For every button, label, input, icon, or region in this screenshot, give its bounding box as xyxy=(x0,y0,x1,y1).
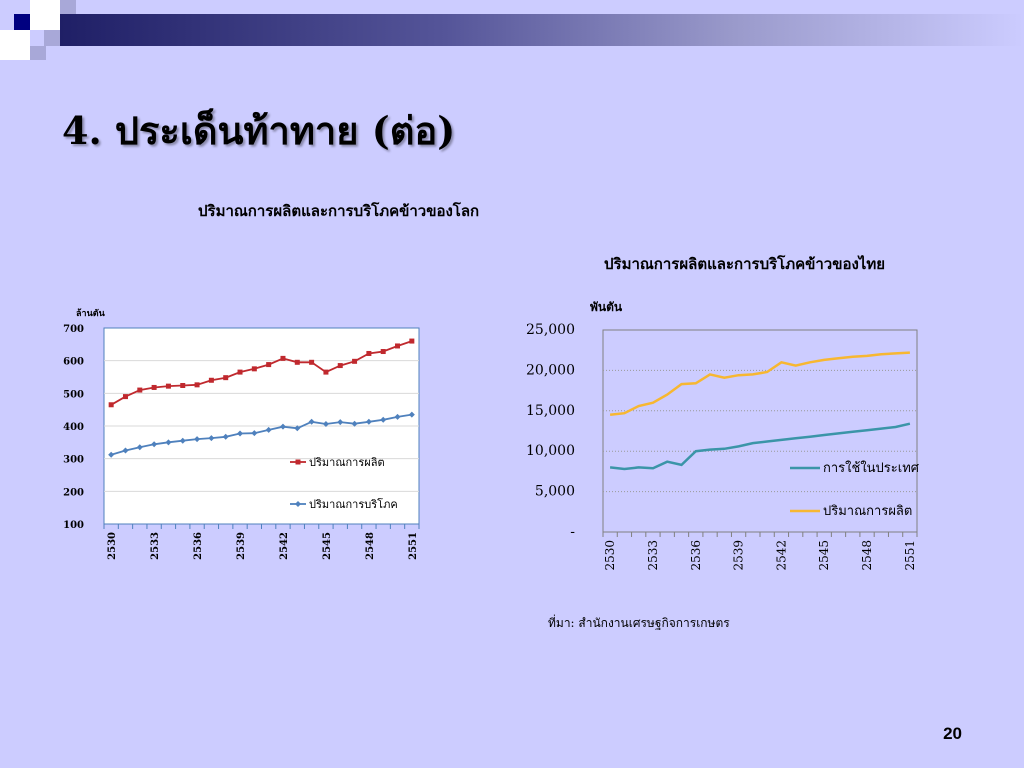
corner-square-white xyxy=(0,30,30,60)
series-0-point xyxy=(151,384,157,390)
legend-label: ปริมาณการผลิต xyxy=(309,456,385,469)
y-tick-label: 700 xyxy=(63,324,84,335)
y-tick-label: 200 xyxy=(63,487,84,498)
x-tick-label: 2530 xyxy=(107,532,118,560)
series-1-point xyxy=(165,439,172,446)
thai-chart-title: ปริมาณการผลิตและการบริโภคข้าวของไทย xyxy=(604,255,886,273)
header-gradient-bar xyxy=(60,14,1024,46)
legend-marker xyxy=(295,459,301,465)
series-0-point xyxy=(294,359,300,365)
series-0-point xyxy=(194,382,200,388)
x-tick-label: 2533 xyxy=(646,540,660,571)
y-tick-label: 25,000 xyxy=(526,322,575,338)
series-1-line xyxy=(609,351,910,417)
series-0-point xyxy=(337,363,343,369)
world-chart-title: ปริมาณการผลิตและการบริโภคข้าวของโลก xyxy=(198,202,480,220)
series-1-point xyxy=(136,444,143,451)
x-tick-label: 2542 xyxy=(774,540,788,571)
x-tick-label: 2545 xyxy=(322,532,333,560)
legend-label: ปริมาณการผลิต xyxy=(823,504,912,519)
series-1-point xyxy=(208,435,215,442)
x-tick-label: 2536 xyxy=(193,532,204,560)
corner-square-bottom xyxy=(30,46,46,60)
series-0-point xyxy=(380,349,386,355)
world-chart-unit: ล้านตัน xyxy=(76,309,105,319)
slide-title: 4. ประเด็นท้าทาย (ต่อ) xyxy=(62,108,456,153)
y-tick-label: 20,000 xyxy=(526,362,575,378)
x-tick-label: 2539 xyxy=(732,540,746,571)
series-1-point xyxy=(108,451,115,458)
series-0-point xyxy=(180,382,186,388)
series-1-point xyxy=(380,416,387,423)
series-1-point xyxy=(308,418,315,425)
y-tick-label: 600 xyxy=(63,357,84,368)
x-tick-label: 2536 xyxy=(689,540,703,571)
series-0-point xyxy=(165,383,171,389)
x-tick-label: 2539 xyxy=(236,532,247,560)
series-0-point xyxy=(352,358,358,364)
corner-square-dark xyxy=(14,14,30,30)
series-0-point xyxy=(409,338,415,344)
x-tick-label: 2545 xyxy=(817,540,831,571)
series-0-line xyxy=(110,340,413,406)
y-tick-label: 15,000 xyxy=(526,403,575,419)
series-0-point xyxy=(309,359,315,365)
legend-marker xyxy=(295,501,301,507)
x-tick-label: 2530 xyxy=(603,540,617,571)
series-1-point xyxy=(251,430,258,437)
series-1-point xyxy=(151,441,158,448)
series-1-point xyxy=(265,426,272,433)
corner-square-small xyxy=(60,0,76,14)
series-1-point xyxy=(237,430,244,437)
corner-square-light xyxy=(30,0,60,30)
series-0-point xyxy=(366,350,372,356)
y-tick-label: - xyxy=(570,524,575,540)
series-1-point xyxy=(322,421,329,428)
series-1-point xyxy=(122,447,129,454)
series-0-line xyxy=(609,422,911,471)
series-1-point xyxy=(365,418,372,425)
series-1-point xyxy=(351,420,358,427)
series-1-point xyxy=(337,419,344,426)
series-0-point xyxy=(251,366,257,372)
series-1-point xyxy=(179,437,186,444)
y-tick-label: 100 xyxy=(63,520,84,531)
series-0-point xyxy=(122,394,128,400)
series-1-point xyxy=(394,413,401,420)
data-source-note: ที่มา: สำนักงานเศรษฐกิจการเกษตร xyxy=(548,616,730,630)
series-1-point xyxy=(222,433,229,440)
legend-label: ปริมาณการบริโภค xyxy=(309,497,398,511)
page-number: 20 xyxy=(943,724,962,743)
series-1-point xyxy=(294,425,301,432)
y-tick-label: 500 xyxy=(63,389,84,400)
series-0-point xyxy=(266,362,272,368)
y-tick-label: 10,000 xyxy=(526,443,575,459)
series-0-point xyxy=(223,375,229,381)
series-0-point xyxy=(208,377,214,383)
x-tick-label: 2533 xyxy=(150,532,161,560)
series-0-point xyxy=(108,402,114,408)
x-tick-label: 2548 xyxy=(860,540,874,571)
series-0-point xyxy=(395,343,401,349)
y-tick-label: 300 xyxy=(63,455,84,466)
x-tick-label: 2551 xyxy=(408,532,419,560)
x-tick-label: 2551 xyxy=(903,540,917,571)
series-1-line xyxy=(110,413,412,456)
thai-chart-unit: พันตัน xyxy=(590,300,623,314)
series-0-point xyxy=(237,369,243,375)
corner-square-mid xyxy=(44,30,60,46)
series-1-point xyxy=(408,411,415,418)
series-0-point xyxy=(280,355,286,361)
series-0-point xyxy=(137,387,143,393)
x-tick-label: 2542 xyxy=(279,532,290,560)
series-1-point xyxy=(279,423,286,430)
y-tick-label: 5,000 xyxy=(535,484,575,500)
y-tick-label: 400 xyxy=(63,422,84,433)
x-tick-label: 2548 xyxy=(365,532,376,560)
legend-label: การใช้ในประเทศ xyxy=(823,460,920,476)
series-1-point xyxy=(194,436,201,443)
series-0-point xyxy=(323,369,329,375)
